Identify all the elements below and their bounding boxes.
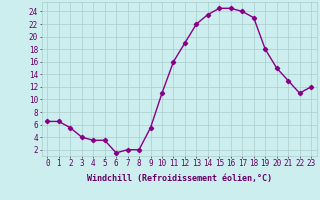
X-axis label: Windchill (Refroidissement éolien,°C): Windchill (Refroidissement éolien,°C) (87, 174, 272, 183)
